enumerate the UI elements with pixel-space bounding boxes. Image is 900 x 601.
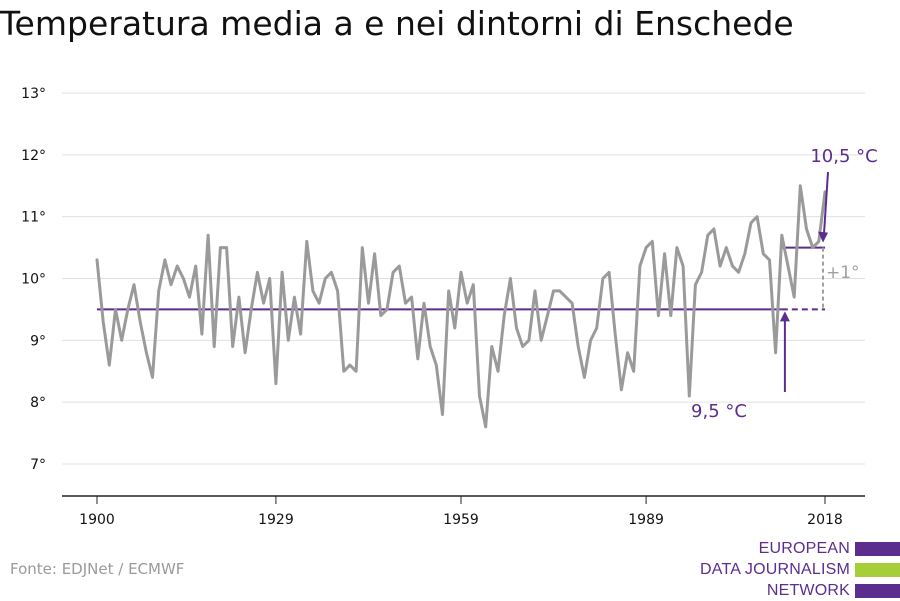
annotation-10-5: 10,5 °C — [810, 146, 877, 167]
logo-line-3: NETWORK — [766, 581, 850, 599]
x-axis: 1900 1929 1959 1989 2018 — [62, 495, 865, 528]
x-tick-label: 1900 — [79, 512, 115, 528]
arrow-10-5-head — [818, 231, 828, 243]
x-tick-label: 1929 — [258, 512, 294, 528]
y-axis-labels: 7° 8° 9° 10° 11° 12° 13° — [21, 86, 46, 473]
edjnet-logo: EUROPEAN DATA JOURNALISM NETWORK — [700, 538, 900, 601]
arrow-10-5-shaft — [823, 171, 829, 234]
logo-bar-3 — [855, 583, 900, 598]
y-tick-label: 13° — [21, 86, 46, 102]
arrow-9-5-head — [779, 311, 790, 322]
x-tick-label: 2018 — [807, 512, 843, 528]
logo-bar-1 — [855, 541, 900, 556]
y-tick-label: 10° — [21, 272, 46, 288]
logo-bar-2 — [855, 562, 900, 577]
annotation-plus-one: +1° — [826, 263, 860, 283]
y-tick-label: 8° — [30, 395, 46, 411]
annotation-9-5: 9,5 °C — [691, 401, 747, 422]
temperature-series-line — [95, 184, 827, 429]
y-tick-label: 12° — [21, 148, 46, 164]
series-layer — [95, 184, 827, 429]
x-tick-label: 1989 — [628, 512, 664, 528]
annotations: 10,5 °C 9,5 °C +1° — [691, 146, 878, 422]
y-tick-label: 11° — [21, 210, 46, 226]
y-tick-label: 7° — [30, 457, 46, 473]
source-note: Fonte: EDJNet / ECMWF — [10, 560, 185, 578]
y-tick-label: 9° — [30, 333, 46, 349]
chart-title: Temperatura media a e nei dintorni di En… — [0, 4, 794, 43]
x-tick-label: 1959 — [443, 512, 479, 528]
logo-line-2: DATA JOURNALISM — [700, 560, 850, 578]
logo-line-1: EUROPEAN — [758, 539, 850, 557]
